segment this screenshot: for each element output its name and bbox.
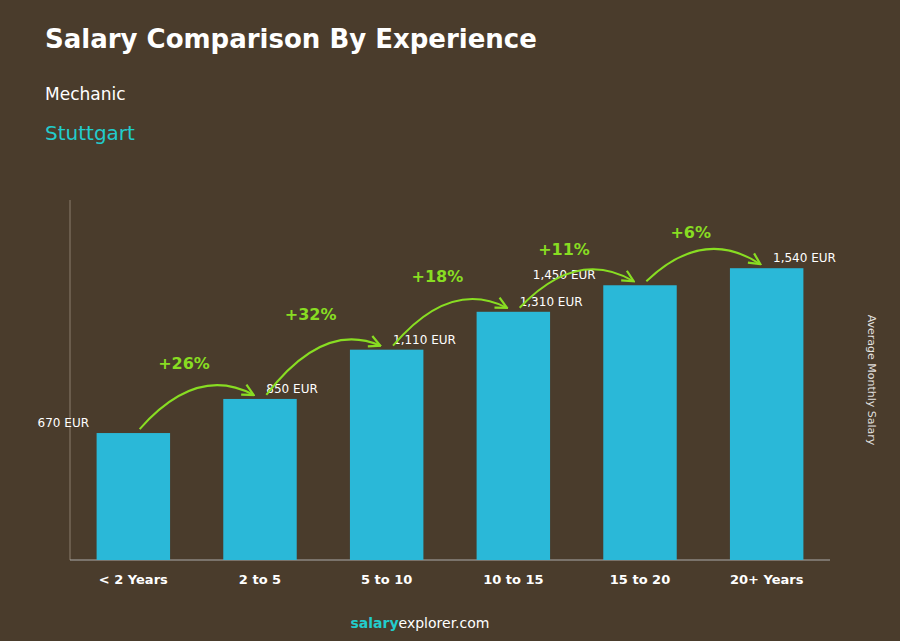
y-axis-line [70,200,71,560]
footer-part: salary [351,615,399,631]
change-arrow [140,385,254,429]
annotation: +6% [670,223,711,242]
title: Salary Comparison By Experience [45,24,537,54]
y-axis-label: Average Monthly Salary [865,315,878,446]
bar [730,268,803,560]
data-label: 1,540 EUR [773,251,836,265]
bar [477,312,550,560]
annotation: +32% [285,305,337,324]
x-tick-label: 10 to 15 [483,572,543,587]
bars [97,268,804,560]
bar [350,350,423,560]
footer: salaryexplorer.com [351,615,490,631]
subtitle: Mechanic [45,84,126,104]
x-tick-label: 2 to 5 [239,572,281,587]
footer-part: explorer.com [399,615,490,631]
data-label: 1,310 EUR [520,295,583,309]
change-arrow [646,249,760,281]
data-label: 670 EUR [38,416,89,430]
subtitle: Stuttgart [45,121,135,145]
change-arrow [266,339,380,395]
annotation: +11% [538,240,590,259]
x-axis-line [70,560,830,561]
x-tick-label: < 2 Years [99,572,168,587]
x-tick-label: 5 to 10 [361,572,412,587]
bar [223,399,296,560]
change-arrow [520,269,634,308]
background [0,0,900,641]
bar [603,285,676,560]
annotation: +26% [158,354,210,373]
x-tick-label: 20+ Years [730,572,804,587]
x-tick-label: 15 to 20 [610,572,670,587]
bar [97,433,170,560]
annotation: +18% [411,267,463,286]
change-arrow [393,299,507,346]
chart: Salary Comparison By Experience Mechanic S… [0,0,900,641]
